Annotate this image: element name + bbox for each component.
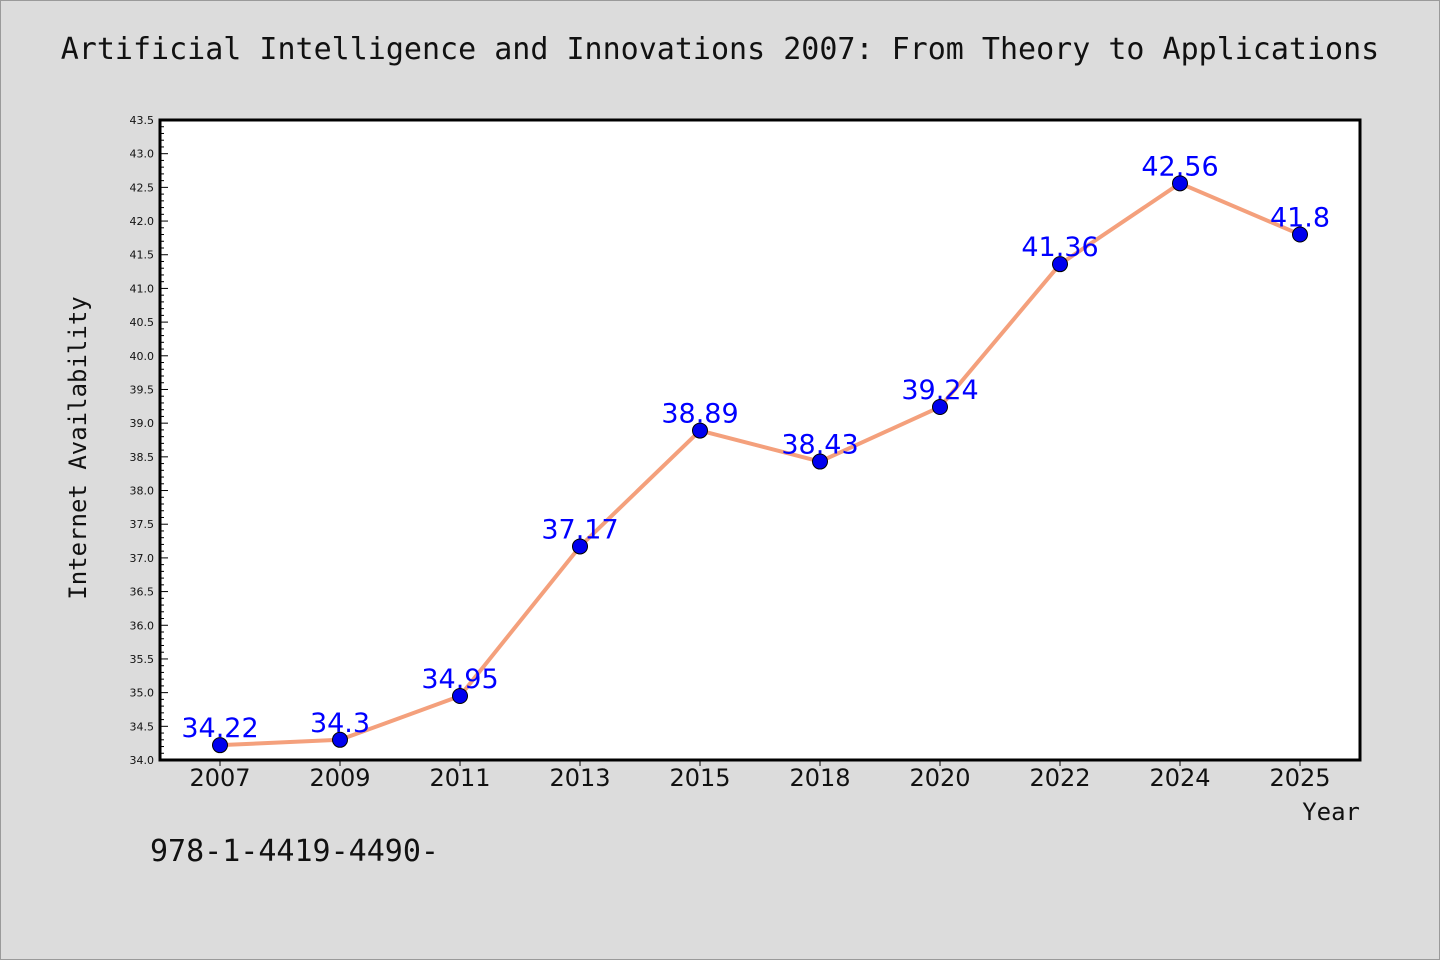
data-point — [1172, 175, 1188, 192]
chart-title: Artificial Intelligence and Innovations … — [60, 32, 1380, 67]
y-tick-label: 38.5 — [130, 451, 155, 464]
y-tick-label: 42.0 — [130, 215, 155, 228]
y-tick-label: 36.5 — [130, 586, 155, 599]
y-tick-label: 36.0 — [130, 619, 155, 632]
data-label: 34.95 — [421, 664, 498, 695]
y-axis: 34.0 34.5 35.0 35.5 36.0 36.5 37.0 37.5 38.0 38.5… — [130, 114, 168, 767]
x-tick-label: 2009 — [309, 764, 370, 792]
data-point — [1052, 256, 1068, 273]
y-axis-label: Internet Availability — [64, 296, 92, 599]
y-tick-label: 35.0 — [130, 687, 155, 700]
data-label: 34.22 — [181, 713, 258, 744]
x-tick-label: 2007 — [189, 764, 250, 792]
y-tick-label: 39.0 — [130, 417, 155, 430]
data-point — [332, 731, 348, 748]
x-tick-label: 2024 — [1149, 764, 1210, 792]
x-tick-label: 2015 — [669, 764, 730, 792]
data-label: 41.36 — [1021, 232, 1098, 263]
x-tick-label: 2018 — [789, 764, 850, 792]
y-tick-label: 40.5 — [130, 316, 155, 329]
x-tick-label: 2022 — [1029, 764, 1090, 792]
data-point — [812, 453, 828, 470]
y-tick-label: 35.5 — [130, 653, 155, 666]
series-line — [219, 181, 1301, 748]
plot-area — [158, 118, 1362, 762]
data-point — [452, 688, 468, 704]
y-tick-label: 41.5 — [130, 249, 155, 262]
data-point — [932, 398, 948, 415]
data-point — [212, 737, 228, 754]
y-tick-label: 42.5 — [130, 181, 155, 194]
x-tick-label: 2011 — [429, 764, 490, 792]
y-tick-label: 41.0 — [130, 282, 155, 295]
data-label: 34.3 — [310, 708, 370, 739]
data-labels: 34.22 34.3 34.95 37.17 38.89 38.43 39.24 41.36 4… — [181, 151, 1330, 744]
y-tick-label: 39.5 — [130, 383, 155, 396]
y-tick-label: 34.0 — [130, 754, 155, 767]
y-tick-label: 38.0 — [130, 485, 155, 498]
isbn-text: 978-1-4419-4490- — [150, 834, 439, 869]
y-tick-label: 43.5 — [130, 114, 155, 127]
y-tick-label: 37.0 — [130, 552, 155, 565]
y-tick-label: 37.5 — [130, 518, 155, 531]
data-point — [572, 538, 588, 555]
data-label: 39.24 — [901, 375, 978, 406]
y-tick-label: 34.5 — [130, 720, 155, 733]
x-axis: 2007 2009 2011 2013 2015 2018 2020 2022 2024 2025 — [189, 760, 1331, 792]
y-tick-label: 40.0 — [130, 350, 155, 363]
data-label: 41.8 — [1270, 203, 1330, 234]
data-point — [1292, 226, 1308, 243]
data-label: 38.89 — [661, 399, 738, 430]
y-tick-label: 43.0 — [130, 148, 155, 161]
data-label: 42.56 — [1141, 151, 1218, 182]
x-tick-label: 2025 — [1269, 764, 1330, 792]
data-point — [692, 422, 708, 439]
x-axis-label: Year — [1302, 798, 1360, 826]
data-label: 37.17 — [541, 514, 618, 545]
data-label: 38.43 — [781, 430, 858, 461]
x-tick-label: 2013 — [549, 764, 610, 792]
series-markers — [212, 175, 1308, 754]
x-tick-label: 2020 — [909, 764, 970, 792]
